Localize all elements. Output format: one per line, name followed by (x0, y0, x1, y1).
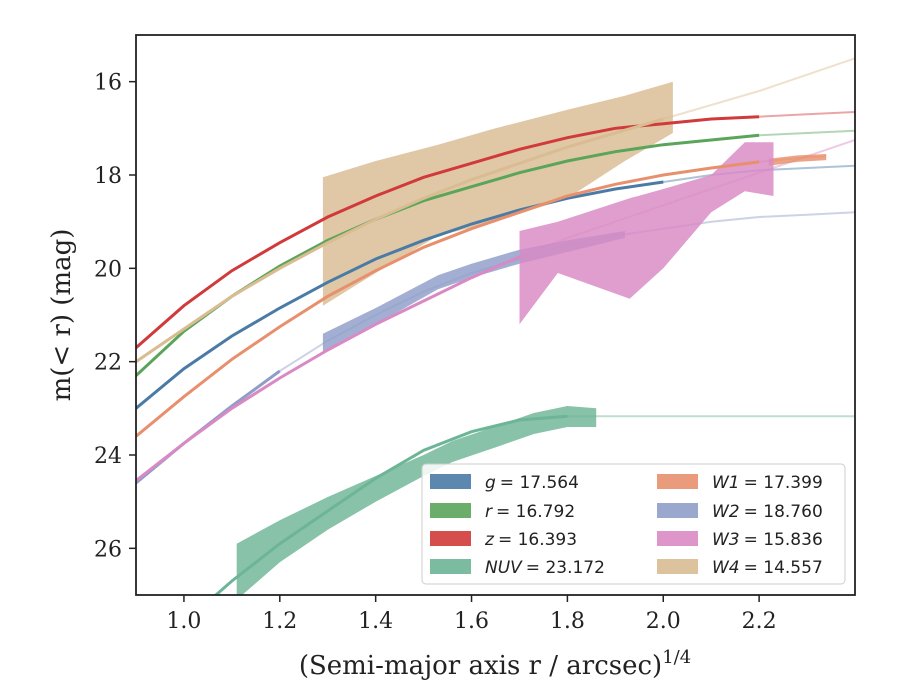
legend-swatch-w3 (657, 531, 698, 546)
data-curve-w4 (136, 117, 664, 363)
data-curve-w1 (136, 160, 760, 438)
legend-swatch-w4 (657, 559, 698, 574)
x-tick-label: 1.8 (550, 609, 585, 634)
legend-value-w1: = 17.399 (744, 473, 823, 493)
legend-swatch-r (430, 503, 471, 518)
legend-var-w1: W1 (712, 473, 740, 493)
legend-var-z: z (484, 530, 495, 550)
x-axis: 1.0 1.2 1.4 1.6 1.8 2.0 2.2 (166, 595, 777, 634)
legend-label-g: g = 17.564 (485, 473, 579, 493)
y-axis-label: m(< r) (mag) (47, 229, 77, 402)
x-axis-label: (Semi-major axis r / arcsec)1/4 (299, 647, 691, 681)
legend-item-g: g = 17.564 (430, 473, 579, 493)
y-tick-label: 20 (94, 257, 122, 282)
legend-value-g: = 17.564 (500, 473, 579, 493)
y-tick-label: 24 (94, 444, 122, 469)
legend-label-nuv: NUV = 23.172 (485, 558, 605, 578)
plot-area (136, 57, 855, 595)
legend-var-w4: W4 (712, 558, 740, 578)
band-nuv (236, 406, 597, 595)
legend-item-w4: W4 = 14.557 (657, 558, 823, 578)
legend-value-r: = 16.792 (496, 502, 575, 522)
data-curve-g (136, 180, 664, 410)
legend-value-w2: = 18.760 (744, 502, 823, 522)
legend-item-w2: W2 = 18.760 (657, 502, 823, 522)
x-tick-label: 2.2 (742, 609, 777, 634)
y-tick-label: 26 (94, 537, 122, 562)
legend-item-w1: W1 = 17.399 (657, 473, 823, 493)
legend-label-z: z = 16.393 (484, 530, 577, 550)
band-w1 (768, 154, 827, 166)
legend-item-r: r = 16.792 (430, 502, 575, 522)
data-curve-z (136, 115, 760, 349)
legend-value-nuv: = 23.172 (526, 558, 605, 578)
legend-label-w2: W2 = 18.760 (712, 502, 823, 522)
x-tick-label: 2.0 (646, 609, 681, 634)
legend-value-w3: = 15.836 (744, 530, 823, 550)
legend-var-r: r (485, 502, 493, 522)
legend-swatch-nuv (430, 559, 471, 574)
legend-var-w2: W2 (712, 502, 740, 522)
legend-item-nuv: NUV = 23.172 (430, 558, 605, 578)
data-curve-nuv (213, 414, 568, 595)
legend-label-w3: W3 = 15.836 (712, 530, 823, 550)
y-axis: 16 18 20 22 24 26 (94, 71, 136, 562)
legend-value-z: = 16.393 (498, 530, 577, 550)
legend-var-nuv: NUV (485, 558, 523, 578)
legend-swatch-g (430, 474, 471, 489)
legend-value-w4: = 14.557 (744, 558, 823, 578)
legend-swatch-w2 (657, 503, 698, 518)
x-tick-label: 1.6 (454, 609, 489, 634)
legend-var-w3: W3 (712, 530, 740, 550)
legend-var-g: g (485, 473, 496, 493)
legend-label-r: r = 16.792 (485, 502, 575, 522)
y-tick-label: 22 (94, 351, 122, 376)
data-curve-w3 (136, 255, 521, 482)
plot-frame (135, 34, 856, 596)
legend-swatch-z (430, 531, 471, 546)
legend-item-z: z = 16.393 (430, 530, 577, 550)
legend-swatch-w1 (657, 474, 698, 489)
x-tick-label: 1.4 (358, 609, 393, 634)
x-tick-label: 1.0 (166, 609, 201, 634)
legend-label-w1: W1 = 17.399 (712, 473, 823, 493)
x-tick-label: 1.2 (262, 609, 297, 634)
legend-label-w4: W4 = 14.557 (712, 558, 823, 578)
legend-frame (421, 463, 846, 585)
y-tick-label: 18 (94, 164, 122, 189)
y-tick-label: 16 (94, 71, 122, 96)
band-w4 (322, 81, 673, 306)
legend-item-w3: W3 = 15.836 (657, 530, 823, 550)
band-w3 (519, 142, 774, 325)
